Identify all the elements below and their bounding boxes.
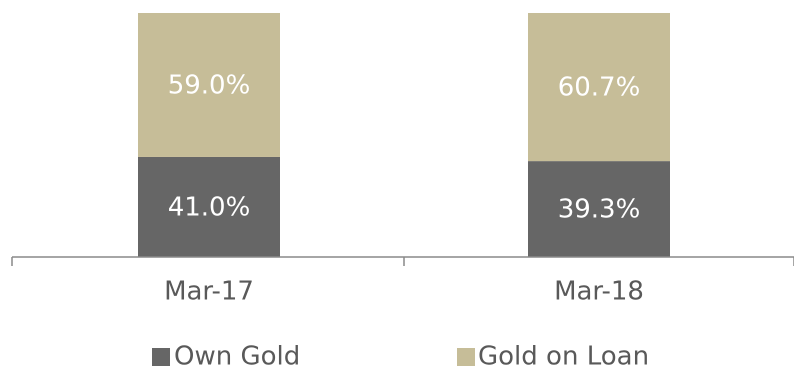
legend-swatch-own-gold <box>152 348 170 366</box>
data-label-gold-on-loan-mar-17: 59.0% <box>168 70 251 100</box>
tick-label-mar-18: Mar-18 <box>554 277 644 307</box>
legend-swatch-gold-on-loan <box>457 348 475 366</box>
data-label-gold-on-loan-mar-18: 60.7% <box>558 73 641 103</box>
bar-own-gold-mar-18 <box>528 161 670 257</box>
bar-gold-on-loan-mar-18 <box>528 13 670 162</box>
legend: Own Gold Gold on Loan <box>152 342 649 367</box>
legend-label-gold-on-loan: Gold on Loan <box>478 342 649 367</box>
bars-group <box>138 13 670 257</box>
bar-gold-on-loan-mar-17 <box>138 13 280 157</box>
data-label-own-gold-mar-17: 41.0% <box>168 192 251 222</box>
tick-label-mar-17: Mar-17 <box>164 277 254 307</box>
bar-own-gold-mar-17 <box>138 156 280 257</box>
bar-labels-group: 41.0% 59.0% 39.3% 60.7% <box>168 70 641 224</box>
data-label-own-gold-mar-18: 39.3% <box>558 195 641 225</box>
legend-label-own-gold: Own Gold <box>174 342 300 367</box>
x-axis-ticks <box>11 257 794 266</box>
x-axis-tick-labels: Mar-17 Mar-18 <box>164 277 644 307</box>
